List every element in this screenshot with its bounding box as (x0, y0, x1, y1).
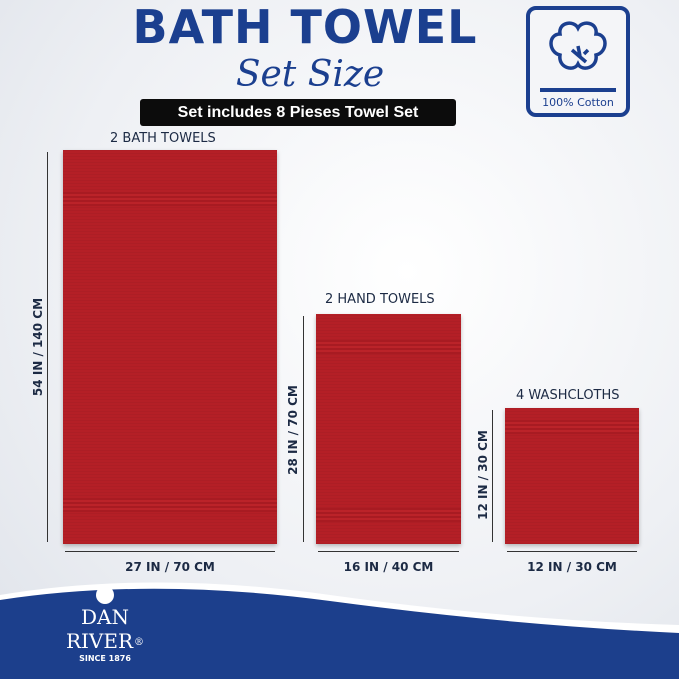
washcloth-width: 12 IN / 30 CM (527, 560, 617, 574)
washcloth-height: 12 IN / 30 CM (476, 430, 490, 520)
page-title: BATH TOWEL (132, 0, 478, 54)
hand-towel-image (316, 314, 461, 544)
footer-wave (0, 582, 679, 679)
height-arrow (47, 152, 48, 542)
registered-mark: ® (134, 636, 145, 648)
width-arrow (318, 551, 459, 552)
brand-line2: RIVER (65, 629, 134, 653)
washcloth-image (505, 408, 639, 544)
hand-towels-label: 2 HAND TOWELS (325, 292, 435, 307)
washcloths-label: 4 WASHCLOTHS (516, 388, 620, 403)
logo-emblem-icon (96, 586, 114, 604)
script-subtitle: Set Size (235, 54, 385, 95)
set-banner: Set includes 8 Pieses Towel Set (140, 99, 456, 126)
width-arrow (507, 551, 637, 552)
cotton-flower-icon (549, 21, 607, 70)
height-arrow (492, 410, 493, 542)
bath-towels-label: 2 BATH TOWELS (110, 131, 216, 146)
cotton-badge: 100% Cotton (526, 6, 630, 117)
bath-towel-height: 54 IN / 140 CM (31, 297, 45, 397)
bath-towel-image (63, 150, 277, 544)
width-arrow (65, 551, 275, 552)
brand-since: SINCE 1876 (79, 654, 131, 663)
bath-towel-width: 27 IN / 70 CM (125, 560, 215, 574)
hand-towel-width: 16 IN / 40 CM (343, 560, 434, 574)
brand-line1: DAN (81, 605, 129, 629)
dan-river-logo: DAN RIVER® SINCE 1876 (55, 586, 155, 664)
cotton-label: 100% Cotton (542, 96, 614, 109)
height-arrow (303, 316, 304, 542)
hand-towel-height: 28 IN / 70 CM (286, 385, 300, 475)
